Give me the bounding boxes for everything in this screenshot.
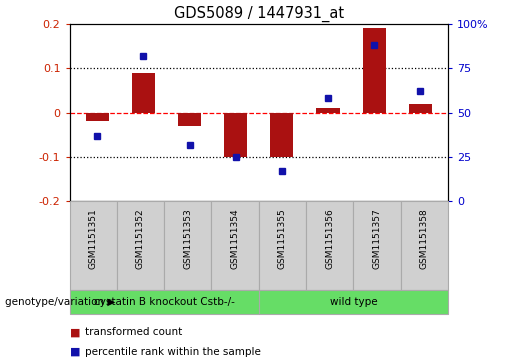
Text: cystatin B knockout Cstb-/-: cystatin B knockout Cstb-/-: [94, 297, 235, 307]
Bar: [259, 201, 306, 290]
Bar: [164, 201, 212, 290]
Bar: [70, 201, 117, 290]
Text: GSM1151353: GSM1151353: [183, 209, 192, 269]
Bar: [401, 201, 448, 290]
Bar: [178, 113, 201, 126]
Text: GSM1151355: GSM1151355: [278, 209, 287, 269]
Bar: [224, 113, 247, 157]
Text: GSM1151356: GSM1151356: [325, 209, 334, 269]
Text: GSM1151352: GSM1151352: [136, 209, 145, 269]
Bar: [409, 103, 432, 113]
Bar: [270, 113, 294, 157]
Text: GSM1151354: GSM1151354: [231, 209, 239, 269]
Text: genotype/variation ▶: genotype/variation ▶: [5, 297, 115, 307]
Bar: [353, 201, 401, 290]
Bar: [317, 108, 339, 113]
Bar: [117, 201, 164, 290]
Bar: [132, 73, 155, 113]
Bar: [306, 201, 353, 290]
Bar: [363, 28, 386, 113]
Text: wild type: wild type: [330, 297, 377, 307]
Text: GSM1151358: GSM1151358: [420, 209, 429, 269]
Bar: [259, 290, 448, 314]
Text: percentile rank within the sample: percentile rank within the sample: [85, 347, 261, 357]
Title: GDS5089 / 1447931_at: GDS5089 / 1447931_at: [174, 6, 344, 22]
Bar: [212, 201, 259, 290]
Text: ■: ■: [70, 347, 80, 357]
Text: GSM1151351: GSM1151351: [89, 209, 98, 269]
Text: ■: ■: [70, 327, 80, 337]
Bar: [85, 113, 109, 121]
Text: GSM1151357: GSM1151357: [372, 209, 382, 269]
Text: transformed count: transformed count: [85, 327, 182, 337]
Bar: [70, 290, 259, 314]
